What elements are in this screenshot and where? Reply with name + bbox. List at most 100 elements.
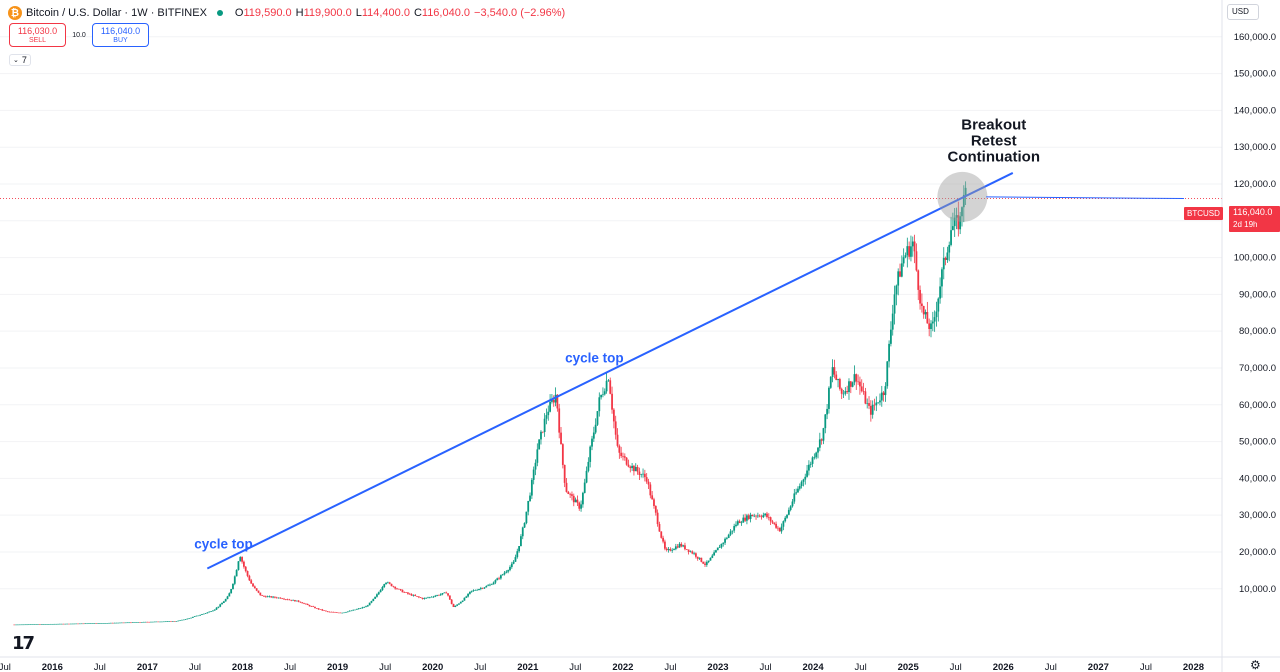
candle-body [268, 596, 271, 597]
candle-body [718, 547, 721, 548]
candle-body [421, 597, 424, 599]
candle-body [483, 587, 486, 589]
tradingview-logo-icon[interactable]: 17 [12, 633, 35, 654]
candle-body [667, 549, 670, 551]
candle-body [771, 521, 774, 523]
candle-body [581, 492, 584, 505]
symbol-title[interactable]: Bitcoin / U.S. Dollar · 1W · BITFINEX [26, 7, 207, 19]
candle-body [170, 621, 172, 622]
candle-body [18, 624, 21, 626]
candle-body [273, 596, 276, 598]
candle-body [345, 612, 347, 613]
time-tick-label: 2025 [898, 662, 920, 672]
breakout-note-line: Retest [971, 132, 1017, 149]
price-axis: 10,000.0 20,000.0 30,000.0 40,000.0 50,000.0… [1221, 0, 1276, 672]
buy-button[interactable]: 116,040.0 BUY [92, 23, 149, 47]
candle-body [255, 588, 258, 591]
candle-body [933, 317, 936, 322]
candle-body [153, 621, 156, 623]
candle-body [733, 526, 736, 531]
candle-body [441, 593, 444, 595]
candle-body [264, 596, 267, 598]
candle-body [295, 600, 298, 602]
candle-body [828, 387, 830, 409]
candle-body [746, 515, 748, 521]
candle-body [665, 548, 668, 551]
candle-body [279, 597, 282, 599]
candle-body [826, 408, 829, 415]
candle-body [928, 323, 931, 330]
candle-body [891, 313, 894, 330]
candle-body [472, 590, 475, 591]
candle-body [38, 624, 41, 625]
candle-body [113, 622, 116, 624]
candle-body [182, 619, 185, 621]
candle-body [702, 561, 705, 564]
candle-body [447, 593, 449, 596]
candle-body [594, 424, 597, 433]
candle-body [60, 623, 63, 625]
candle-body [906, 246, 909, 256]
sell-button[interactable]: 116,030.0 SELL [9, 23, 66, 47]
candle-body [396, 588, 398, 590]
candle-body [99, 623, 101, 624]
candle-body [552, 400, 555, 403]
candle-body [744, 517, 747, 521]
candle-body [653, 499, 655, 506]
candle-body [715, 550, 717, 553]
candle-body [554, 394, 557, 403]
candle-body [193, 616, 196, 617]
candle-body [130, 622, 132, 624]
candle-body [580, 504, 582, 509]
candle-body [955, 215, 958, 218]
candle-body [560, 432, 562, 445]
currency-selector[interactable]: USD [1227, 4, 1259, 20]
indicators-toggle[interactable]: ⌄ 7 [9, 54, 31, 66]
candle-body [651, 495, 654, 500]
candle-body [133, 622, 136, 623]
candle-body [128, 622, 130, 624]
candle-body [78, 623, 81, 625]
candle-body [747, 515, 750, 519]
candle-body [782, 521, 785, 527]
candle-body [468, 591, 471, 594]
time-tick-label: 2027 [1088, 662, 1109, 672]
candle-body [379, 590, 382, 593]
candle-body [428, 597, 431, 598]
candle-body [224, 599, 227, 602]
candle-body [802, 479, 805, 482]
candle-body [108, 622, 110, 624]
candle-body [166, 621, 169, 622]
candle-body [95, 623, 98, 624]
price-tick-label: 60,000.0 [1239, 400, 1276, 411]
candle-body [24, 624, 27, 626]
candle-body [837, 379, 839, 381]
candle-body [317, 608, 320, 610]
candle-body [144, 621, 147, 623]
candle-body [430, 596, 433, 598]
candle-body [321, 609, 324, 611]
time-tick-label: Jul [379, 662, 391, 672]
candle-body [840, 388, 843, 394]
candle-body [673, 549, 675, 551]
candle-body [290, 599, 293, 601]
candle-body [356, 609, 358, 610]
ascending-trendline [206, 172, 1014, 570]
chart-grid [0, 36, 1222, 590]
candle-body [498, 578, 500, 579]
candle-body [623, 456, 626, 458]
candle-body [188, 618, 191, 619]
candle-body [246, 570, 249, 576]
candle-body [263, 595, 265, 597]
candle-body [534, 462, 537, 470]
candle-body [341, 612, 344, 614]
candle-body [281, 598, 284, 600]
candle-body [959, 216, 962, 230]
candle-body [603, 391, 606, 395]
candle-body [740, 522, 743, 524]
candle-body [397, 588, 400, 590]
candle-body [514, 557, 517, 562]
candle-body [736, 521, 739, 525]
gear-icon[interactable]: ⚙ [1250, 658, 1261, 672]
